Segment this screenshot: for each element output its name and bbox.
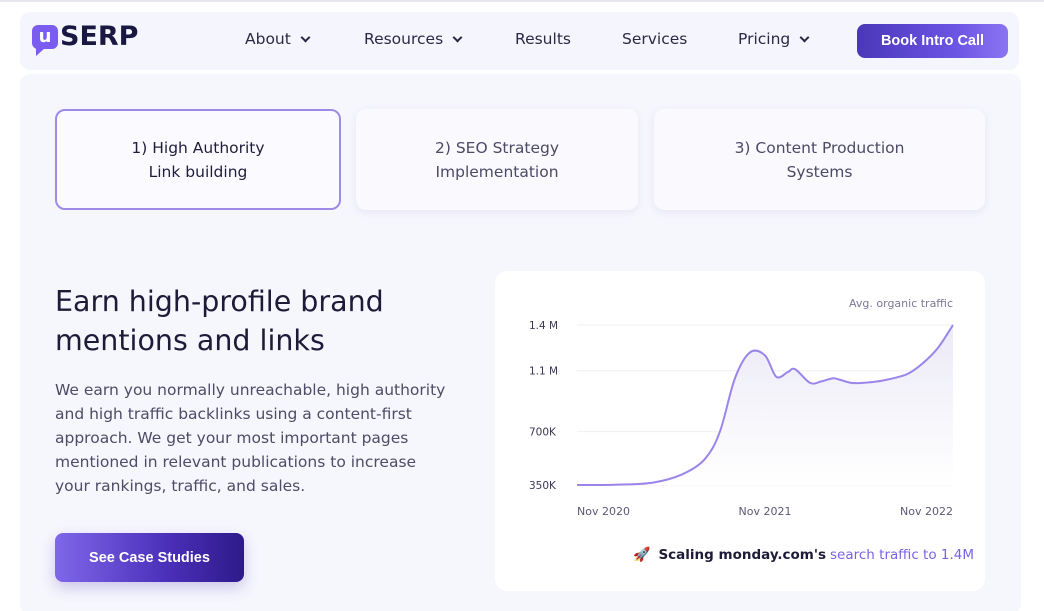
nav-resources-label: Resources: [364, 30, 444, 48]
chart-title: Avg. organic traffic: [849, 297, 953, 310]
rocket-icon: 🚀: [633, 547, 651, 563]
logo-text: SERP: [60, 21, 139, 52]
traffic-line: [576, 324, 954, 486]
nav-services-label: Services: [622, 30, 688, 48]
book-intro-call-button[interactable]: Book Intro Call: [857, 24, 1008, 58]
tab-label-line2: Link building: [148, 162, 248, 181]
logo-mark: u: [32, 25, 58, 56]
chart-caption: 🚀 Scaling monday.com's search traffic to…: [633, 547, 974, 563]
tab-label-line1: 1) High Authority: [131, 138, 265, 157]
tab-link-building[interactable]: 1) High Authority Link building: [55, 109, 341, 210]
tab-label: 1) High Authority Link building: [131, 136, 264, 184]
tab-label: 3) Content Production Systems: [735, 136, 905, 184]
tab-seo-strategy[interactable]: 2) SEO Strategy Implementation: [356, 109, 638, 210]
top-divider: [0, 0, 1044, 2]
userp-logo[interactable]: u SERP: [32, 23, 138, 61]
x-tick-label: Nov 2022: [900, 505, 953, 518]
traffic-chart-card: Avg. organic traffic 1.4 M 1.1 M 700K 350K No…: [495, 271, 985, 591]
y-tick-label: 1.4 M: [529, 320, 558, 332]
y-tick-label: 1.1 M: [529, 366, 558, 378]
tab-label-line2: Systems: [786, 162, 853, 181]
traffic-chart: Avg. organic traffic 1.4 M 1.1 M 700K 350K No…: [529, 297, 954, 518]
nav-about[interactable]: About: [245, 30, 311, 48]
chevron-down-icon: [300, 32, 311, 42]
chevron-down-icon: [452, 32, 463, 42]
section-headline: Earn high-profile brand mentions and lin…: [55, 282, 455, 360]
caption-highlight: search traffic to 1.4M: [830, 547, 974, 563]
tab-label-line2: Implementation: [435, 162, 559, 181]
nav-about-label: About: [245, 30, 291, 48]
nav-pricing[interactable]: Pricing: [738, 30, 810, 48]
tab-label-line1: 2) SEO Strategy: [434, 138, 559, 157]
services-panel: 1) High Authority Link building 2) SEO S…: [20, 74, 1021, 611]
see-case-studies-button[interactable]: See Case Studies: [55, 533, 244, 582]
tab-label-line1: 3) Content Production: [734, 138, 905, 157]
x-tick-label: Nov 2021: [739, 505, 792, 518]
top-navigation: u SERP About Resources Results Services …: [20, 12, 1019, 70]
tab-content-production[interactable]: 3) Content Production Systems: [654, 109, 985, 210]
x-tick-label: Nov 2020: [577, 505, 630, 518]
chevron-down-icon: [799, 32, 810, 42]
tab-label: 2) SEO Strategy Implementation: [435, 136, 559, 184]
nav-results[interactable]: Results: [515, 30, 571, 48]
nav-services[interactable]: Services: [622, 30, 687, 48]
nav-resources[interactable]: Resources: [364, 30, 463, 48]
traffic-area: [577, 325, 953, 485]
nav-results-label: Results: [515, 30, 571, 48]
caption-bold: Scaling monday.com's: [658, 547, 827, 563]
headline-line2: mentions and links: [55, 324, 325, 357]
section-description: We earn you normally unreachable, high a…: [55, 381, 446, 495]
nav-pricing-label: Pricing: [738, 30, 791, 48]
headline-line1: Earn high-profile brand: [55, 285, 384, 318]
y-tick-label: 700K: [529, 427, 557, 439]
y-tick-label: 350K: [529, 480, 557, 492]
